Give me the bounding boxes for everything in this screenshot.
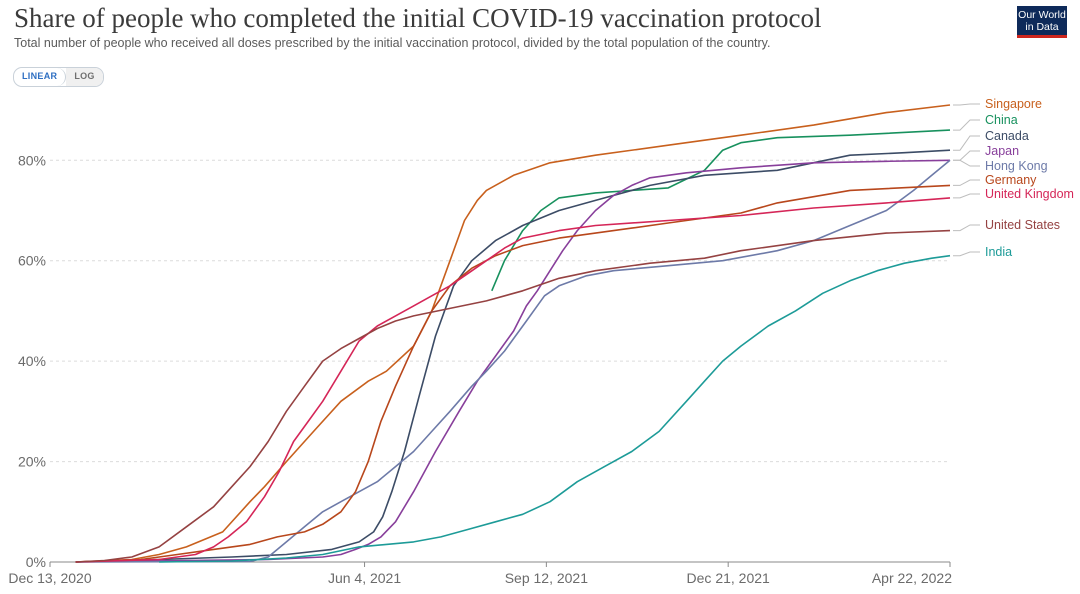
y-tick-label: 40% [18,353,46,369]
series-line-united-kingdom[interactable] [75,197,951,563]
series-label-united-kingdom[interactable]: United Kingdom [985,187,1074,201]
x-tick-label: Sep 12, 2021 [505,570,589,586]
label-connector [953,224,980,232]
series-label-india[interactable]: India [985,245,1012,259]
y-tick-label: 80% [18,152,46,168]
label-connector [953,135,980,151]
y-tick-label: 0% [26,554,46,570]
chart-title: Share of people who completed the initia… [14,3,822,33]
x-tick-label: Jun 4, 2021 [328,570,401,586]
label-connector [953,159,980,167]
logo-line-1: Our World [1018,9,1066,21]
series-label-canada[interactable]: Canada [985,129,1029,143]
series-line-united-states[interactable] [75,229,951,563]
log-scale-button[interactable]: LOG [66,68,103,86]
series-lines [75,104,951,563]
owid-logo[interactable]: Our World in Data [1017,6,1067,38]
x-tick-label: Dec 21, 2021 [687,570,770,586]
series-label-japan[interactable]: Japan [985,144,1019,158]
grid-lines [50,159,950,563]
y-axis-ticks: 0% 20% 40% 60% 80% [18,152,46,570]
linear-scale-button[interactable]: LINEAR [14,68,67,86]
series-line-hong-kong[interactable] [75,159,951,563]
chart-subtitle: Total number of people who received all … [14,36,771,50]
y-tick-label: 60% [18,253,46,269]
label-connector [953,103,980,106]
series-label-germany[interactable]: Germany [985,173,1037,187]
series-label-china[interactable]: China [985,113,1018,127]
y-tick-label: 20% [18,454,46,470]
series-label-hong-kong[interactable]: Hong Kong [985,159,1048,173]
series-label-united-states[interactable]: United States [985,218,1060,232]
label-connector [953,119,980,131]
series-line-china[interactable] [491,129,951,292]
series-line-germany[interactable] [75,184,951,563]
x-tick-label: Apr 22, 2022 [872,570,952,586]
label-connector [953,193,980,199]
label-connector [953,150,980,161]
label-connector [953,179,980,186]
series-line-india[interactable] [159,254,951,563]
series-line-canada[interactable] [75,149,951,563]
logo-line-2: in Data [1025,21,1059,33]
scale-toggle[interactable]: LINEAR LOG [13,67,104,87]
label-connector [953,251,980,257]
series-label-singapore[interactable]: Singapore [985,97,1042,111]
x-tick-label: Dec 13, 2020 [8,570,91,586]
x-axis-ticks: Dec 13, 2020 Jun 4, 2021 Sep 12, 2021 Dec 2… [8,562,952,586]
